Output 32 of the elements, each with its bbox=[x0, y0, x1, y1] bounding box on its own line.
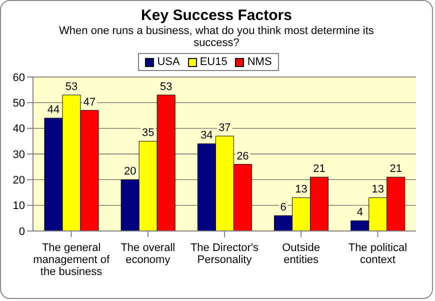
legend-label: EU15 bbox=[198, 56, 228, 68]
y-tick-label: 30 bbox=[12, 148, 25, 161]
legend-label: NMS bbox=[246, 56, 272, 68]
y-tick-label: 60 bbox=[12, 72, 25, 84]
data-label: 21 bbox=[390, 163, 402, 176]
data-label: 26 bbox=[236, 150, 249, 162]
chart-title: Key Success Factors bbox=[140, 7, 293, 24]
data-label: 53 bbox=[160, 80, 172, 93]
y-tick-label: 50 bbox=[12, 98, 25, 110]
data-label: 20 bbox=[124, 166, 136, 178]
data-label: 35 bbox=[142, 127, 154, 140]
legend-label: USA bbox=[156, 56, 180, 68]
y-tick-label: 20 bbox=[12, 174, 25, 187]
x-tick-label: Outside entities bbox=[282, 242, 320, 266]
y-tick-label: 10 bbox=[12, 200, 25, 212]
data-label: 44 bbox=[47, 104, 60, 116]
data-label: 21 bbox=[313, 163, 326, 176]
chart-subtitle: When one runs a business, what do you think most determine its success? bbox=[58, 25, 375, 49]
data-label: 4 bbox=[356, 206, 363, 219]
y-tick-label: 0 bbox=[18, 226, 25, 238]
data-label: 37 bbox=[218, 122, 231, 134]
x-tick-label: The political context bbox=[348, 242, 408, 266]
data-label: 13 bbox=[295, 184, 308, 196]
data-label: 13 bbox=[372, 184, 384, 196]
data-label: 53 bbox=[65, 80, 78, 93]
data-label: 47 bbox=[83, 96, 96, 108]
y-tick-label: 40 bbox=[12, 123, 25, 136]
x-tick-label: The overall economy bbox=[120, 242, 176, 266]
x-tick-label: The Director's Personality bbox=[190, 242, 260, 266]
data-label: 34 bbox=[200, 130, 213, 142]
x-tick-label: The general management of the business bbox=[33, 242, 110, 278]
data-label: 6 bbox=[280, 202, 286, 214]
